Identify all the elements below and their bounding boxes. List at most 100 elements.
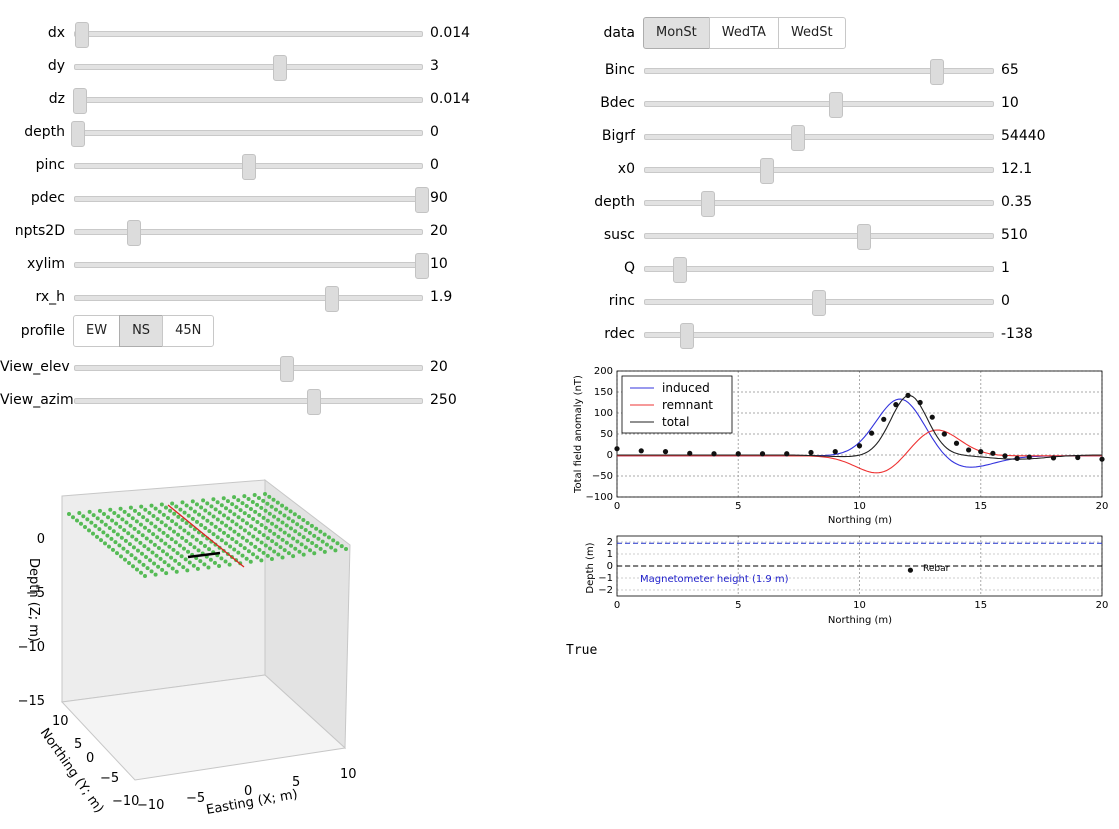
right_sliders-slider-x0[interactable] xyxy=(644,158,994,184)
left_sliders_2-row-view_elev: View_elev 20 xyxy=(0,355,560,382)
left_sliders-slider-rx_h[interactable] xyxy=(74,286,423,312)
chart2-ytick: −2 xyxy=(598,585,613,596)
plot3d-ylabel: Northing (Y; m) xyxy=(37,726,107,816)
left_sliders_2-slider-view_elev[interactable] xyxy=(74,356,423,382)
data-option-wedta[interactable]: WedTA xyxy=(708,17,779,49)
chart1-observed-point xyxy=(1075,454,1081,461)
left_sliders-row-pinc: pinc 0 xyxy=(0,153,560,180)
right_sliders-value-rinc: 0 xyxy=(1001,293,1010,309)
chart1-xlabel: Northing (m) xyxy=(828,515,892,526)
chart2-ytick: 1 xyxy=(607,549,613,560)
right_sliders-slider-bigrf[interactable] xyxy=(644,125,994,151)
left_sliders-slider-npts2d[interactable] xyxy=(74,220,423,246)
left_sliders_2-slider-view_azim[interactable] xyxy=(74,389,423,415)
data-toggle-group: MonSt WedTA WedSt xyxy=(643,17,846,49)
slider-handle[interactable] xyxy=(672,257,687,283)
chart1-observed-point xyxy=(784,451,790,457)
plot3d-ztick-1: −5 xyxy=(26,586,45,601)
plot3d-ytick-2: 0 xyxy=(86,751,94,766)
slider-handle[interactable] xyxy=(759,158,774,184)
slider-handle[interactable] xyxy=(241,154,256,180)
slider-handle[interactable] xyxy=(73,88,88,114)
slider-handle[interactable] xyxy=(74,22,89,48)
right_sliders-label-bigrf: Bigrf xyxy=(601,128,635,144)
chart1-observed-point xyxy=(808,449,814,456)
left_sliders-label-xylim: xylim xyxy=(27,256,65,272)
left_sliders-slider-pdec[interactable] xyxy=(74,187,429,213)
chart1-line-total xyxy=(617,395,1102,460)
chart2-point-label: Rebar xyxy=(923,564,950,574)
right_sliders-slider-bdec[interactable] xyxy=(644,92,994,118)
left_sliders_2-row-view_azim: View_azim 250 xyxy=(0,388,560,415)
right_sliders-slider-q[interactable] xyxy=(644,257,994,283)
data-option-monst[interactable]: MonSt xyxy=(643,17,710,49)
right_sliders-value-depth: 0.35 xyxy=(1001,194,1033,210)
chart1-observed-point xyxy=(662,449,669,455)
left_sliders-row-dy: dy 3 xyxy=(0,54,560,81)
left_sliders-slider-depth[interactable] xyxy=(71,121,423,147)
profile-option-45n[interactable]: 45N xyxy=(162,315,215,347)
chart1-observed-point xyxy=(941,431,947,437)
right_sliders-value-bdec: 10 xyxy=(1001,95,1019,111)
right_sliders-label-q: Q xyxy=(623,260,635,276)
slider-handle[interactable] xyxy=(415,253,429,279)
plot3d-xtick-4: 10 xyxy=(340,767,357,782)
chart1-line-remnant xyxy=(617,429,1102,474)
left_sliders-slider-dy[interactable] xyxy=(74,55,423,81)
slider-handle[interactable] xyxy=(930,59,945,85)
chart1-observed-point xyxy=(953,440,960,446)
left_sliders-row-pdec: pdec 90 xyxy=(0,186,560,213)
slider-handle[interactable] xyxy=(679,323,694,349)
slider-handle[interactable] xyxy=(700,191,715,217)
profile-option-ew[interactable]: EW xyxy=(73,315,121,347)
legend-total: total xyxy=(662,415,689,429)
slider-handle[interactable] xyxy=(307,389,322,415)
slider-handle[interactable] xyxy=(324,286,339,312)
right_sliders-row-depth: depth 0.35 xyxy=(560,190,1119,217)
data-option-wedst[interactable]: WedSt xyxy=(777,17,846,49)
plot3d-survey-grid xyxy=(67,492,348,578)
chart1-ytick: 100 xyxy=(594,408,613,419)
plot3d-ztick-0: 0 xyxy=(37,532,45,547)
plot3d-ytick-0: 10 xyxy=(52,714,69,729)
plot3d-ytick-1: 5 xyxy=(74,737,82,752)
output-text: True xyxy=(566,643,598,658)
right_sliders-slider-binc[interactable] xyxy=(644,59,994,85)
chart2-xtick: 20 xyxy=(1096,600,1109,611)
left_sliders-label-dx: dx xyxy=(47,25,65,41)
right_sliders-label-binc: Binc xyxy=(604,62,635,78)
chart1-xtick: 10 xyxy=(853,501,866,512)
slider-handle[interactable] xyxy=(415,187,429,213)
right_sliders-slider-rdec[interactable] xyxy=(644,323,994,349)
right_sliders-slider-depth[interactable] xyxy=(644,191,994,217)
slider-handle[interactable] xyxy=(279,356,294,382)
left_sliders-row-rx_h: rx_h 1.9 xyxy=(0,285,560,312)
right_sliders-slider-susc[interactable] xyxy=(644,224,994,250)
left_sliders_2-value-view_azim: 250 xyxy=(430,392,457,408)
left_sliders-slider-dz[interactable] xyxy=(73,88,423,114)
right_sliders-slider-rinc[interactable] xyxy=(644,290,994,316)
left_sliders-slider-xylim[interactable] xyxy=(74,253,429,279)
left_sliders-slider-dx[interactable] xyxy=(74,22,423,48)
left_sliders-value-pinc: 0 xyxy=(430,157,439,173)
left_sliders-slider-pinc[interactable] xyxy=(74,154,423,180)
profile-option-ns[interactable]: NS xyxy=(119,315,164,347)
slider-handle[interactable] xyxy=(857,224,872,250)
slider-handle[interactable] xyxy=(126,220,141,246)
plot3d-xtick-1: −5 xyxy=(186,791,205,806)
plot3d-ztick-3: −15 xyxy=(18,694,45,709)
slider-handle[interactable] xyxy=(272,55,287,81)
slider-handle[interactable] xyxy=(829,92,844,118)
plot-3d: 0 −5 −10 −15 Depth (Z; m) 10 5 0 −5 −10 … xyxy=(18,478,357,818)
data-label: data xyxy=(603,25,635,41)
right_sliders-row-rinc: rinc 0 xyxy=(560,289,1119,316)
slider-handle[interactable] xyxy=(71,121,86,147)
slider-handle[interactable] xyxy=(812,290,826,316)
left_sliders-row-dz: dz 0.014 xyxy=(0,87,560,114)
right_sliders-value-susc: 510 xyxy=(1001,227,1028,243)
slider-handle[interactable] xyxy=(791,125,806,151)
plot3d-rebar-line xyxy=(167,504,245,568)
right_sliders-label-x0: x0 xyxy=(617,161,635,177)
chart1-xtick: 15 xyxy=(974,501,987,512)
